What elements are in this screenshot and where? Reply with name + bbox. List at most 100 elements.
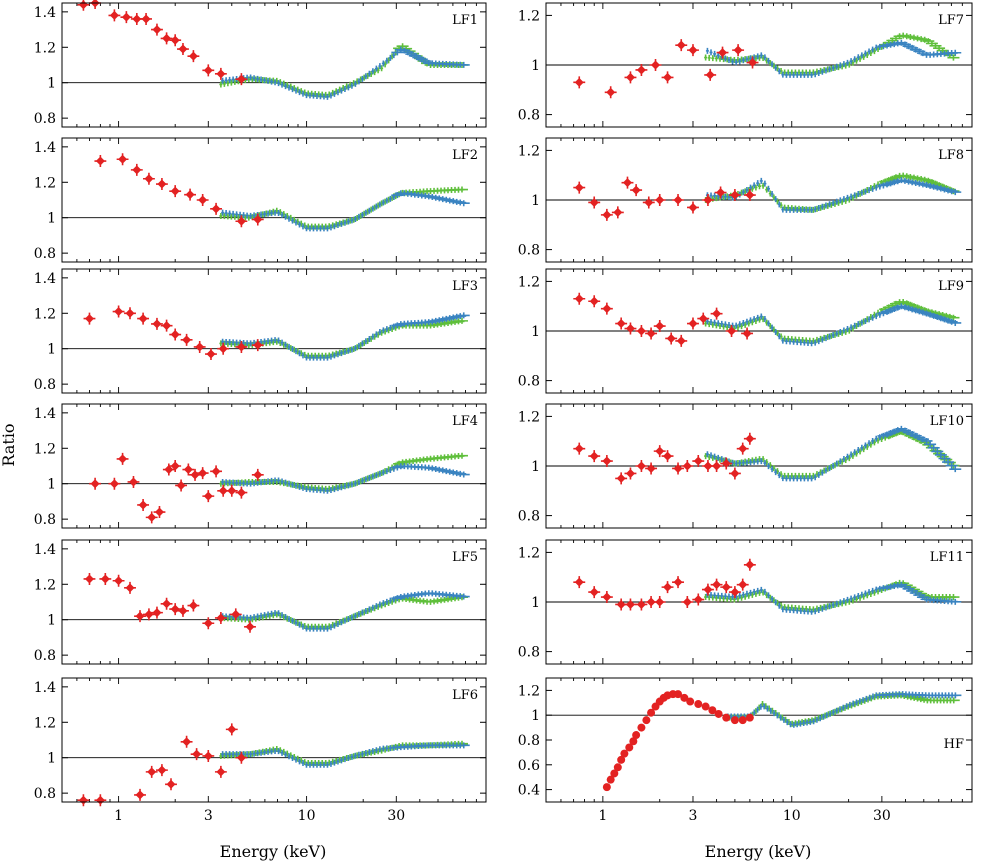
blue-point xyxy=(304,485,308,492)
blue-point xyxy=(945,462,958,469)
red-point xyxy=(646,463,656,473)
y-tick-label: 0.8 xyxy=(518,374,540,390)
blue-point xyxy=(298,89,302,96)
blue-point xyxy=(812,718,816,725)
blue-point xyxy=(325,354,329,361)
y-tick-label: 1 xyxy=(47,613,56,629)
red-point xyxy=(157,179,167,189)
blue-point xyxy=(315,761,319,768)
blue-point xyxy=(385,468,389,475)
blue-point xyxy=(734,460,738,467)
blue-point xyxy=(759,177,763,184)
blue-point xyxy=(242,212,246,219)
blue-point xyxy=(745,318,749,325)
blue-point xyxy=(360,750,364,757)
red-point xyxy=(606,775,615,784)
blue-point xyxy=(858,698,862,705)
red-point xyxy=(114,576,124,586)
y-tick-label: 1.2 xyxy=(34,441,56,457)
red-point xyxy=(620,749,629,758)
blue-point xyxy=(284,479,288,486)
blue-point xyxy=(854,699,858,706)
blue-point xyxy=(795,339,799,346)
blue-point xyxy=(842,196,846,203)
blue-point xyxy=(731,58,735,65)
blue-point xyxy=(784,206,788,213)
red-point xyxy=(182,335,192,345)
blue-point xyxy=(788,475,792,482)
blue-point xyxy=(353,80,357,87)
blue-series xyxy=(726,691,962,728)
panel-hf: 0.4 0.6 0.8 1 1.2 1 3 10 30 HF xyxy=(518,677,973,824)
red-point xyxy=(738,580,748,590)
blue-point xyxy=(249,614,253,621)
blue-point xyxy=(381,469,385,476)
blue-point xyxy=(280,612,284,619)
blue-point xyxy=(792,338,796,345)
red-point xyxy=(636,326,646,336)
blue-point xyxy=(709,192,713,199)
blue-point xyxy=(231,479,235,486)
blue-point xyxy=(259,749,263,756)
red-point xyxy=(712,309,722,319)
blue-point xyxy=(777,602,781,609)
red-point xyxy=(253,340,263,350)
blue-point xyxy=(720,456,724,463)
red-point xyxy=(152,608,162,618)
blue-point xyxy=(457,61,470,68)
blue-point xyxy=(322,93,326,100)
blue-point xyxy=(856,447,860,454)
blue-point xyxy=(374,65,378,72)
blue-point xyxy=(849,58,853,65)
blue-point xyxy=(775,712,779,719)
blue-point xyxy=(374,603,378,610)
red-point xyxy=(128,477,138,487)
red-series xyxy=(83,305,264,361)
blue-point xyxy=(792,475,796,482)
blue-point xyxy=(343,483,347,490)
blue-point xyxy=(756,180,760,187)
blue-point xyxy=(878,183,882,190)
blue-point xyxy=(716,52,720,59)
plot-frame xyxy=(61,268,487,394)
blue-point xyxy=(752,588,756,595)
blue-point xyxy=(329,487,333,494)
red-point xyxy=(182,737,192,747)
plot-frame xyxy=(61,403,487,529)
red-point xyxy=(745,560,755,570)
blue-point xyxy=(291,346,295,353)
red-series xyxy=(573,432,756,485)
red-point xyxy=(162,321,172,331)
red-point xyxy=(176,480,186,490)
blue-point xyxy=(770,190,774,197)
blue-point xyxy=(934,451,947,458)
blue-point xyxy=(727,57,731,64)
blue-point xyxy=(298,758,302,765)
blue-point xyxy=(294,756,298,763)
blue-point xyxy=(346,84,350,91)
y-tick-label: 1 xyxy=(531,193,540,209)
blue-point xyxy=(252,75,256,82)
blue-point xyxy=(828,201,832,208)
red-point xyxy=(236,488,246,498)
panels: 0.8 1 1.2 1.4 LF1 0.8 1 1.2 LF7 0.8 1 1.2 1.4 LF2 0.8 1… xyxy=(34,0,973,824)
panel-lf8: 0.8 1 1.2 LF8 xyxy=(518,137,973,263)
blue-point xyxy=(381,199,385,206)
blue-point xyxy=(831,601,835,608)
blue-point xyxy=(353,612,357,619)
blue-point xyxy=(871,693,875,700)
y-tick-label: 1 xyxy=(47,751,56,767)
blue-point xyxy=(332,486,336,493)
blue-point xyxy=(308,625,312,632)
red-point xyxy=(655,321,665,331)
blue-point xyxy=(817,471,821,478)
blue-point xyxy=(709,318,713,325)
red-point xyxy=(589,587,599,597)
red-point xyxy=(602,456,612,466)
blue-point xyxy=(756,587,760,594)
green-point xyxy=(222,213,226,220)
blue-point xyxy=(777,472,781,479)
blue-point xyxy=(259,612,263,619)
blue-point xyxy=(867,316,871,323)
y-tick-label: 1.2 xyxy=(518,274,540,290)
